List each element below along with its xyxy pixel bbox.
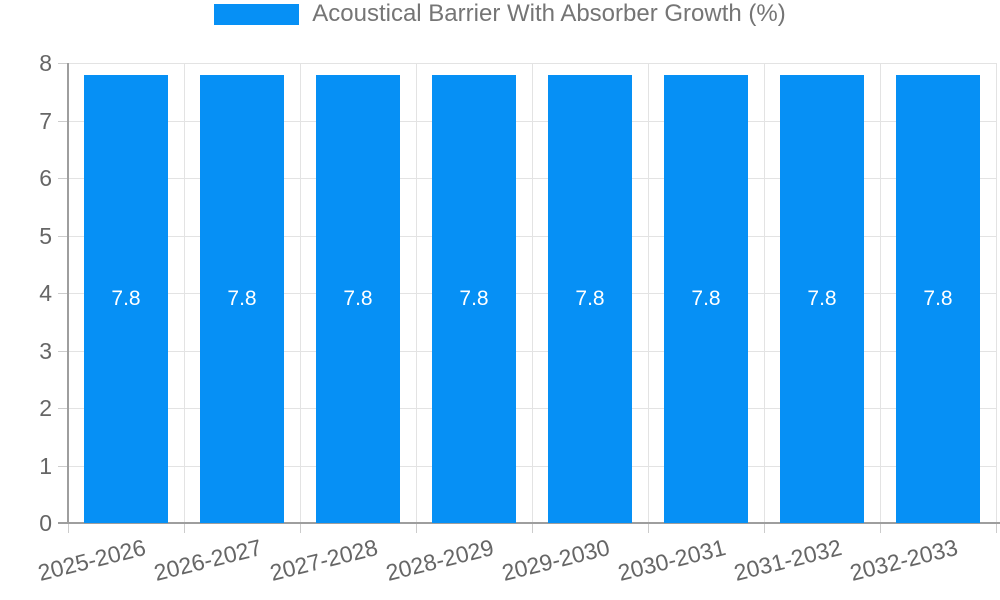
x-axis-tick-label: 2026-2027	[151, 534, 265, 586]
bar-value-label: 7.8	[343, 286, 373, 310]
x-axis-tick	[416, 523, 417, 533]
y-axis-tick	[58, 178, 68, 179]
y-axis-tick-label: 2	[39, 395, 52, 421]
x-axis-tick	[68, 523, 69, 533]
y-axis-tick	[58, 408, 68, 409]
x-axis-tick-label: 2027-2028	[267, 534, 381, 586]
x-axis-tick	[880, 523, 881, 533]
x-axis-line	[58, 522, 1000, 524]
y-axis-tick	[58, 465, 68, 467]
x-axis-tick-label: 2031-2032	[731, 534, 845, 586]
y-axis-tick	[58, 350, 68, 352]
x-gridline	[300, 63, 301, 523]
x-axis-tick	[764, 523, 765, 533]
legend: Acoustical Barrier With Absorber Growth …	[0, 0, 1000, 28]
y-axis-tick-label: 1	[39, 452, 52, 479]
bar-value-label: 7.8	[459, 286, 489, 310]
y-axis-line	[67, 63, 69, 523]
bar-value-label: 7.8	[807, 286, 837, 310]
x-axis-tick	[532, 523, 533, 533]
bar-value-label: 7.8	[111, 286, 141, 310]
x-axis-tick-label: 2030-2031	[615, 534, 729, 586]
bar: 7.8	[664, 74, 748, 523]
y-axis-tick-label: 3	[39, 337, 52, 364]
y-axis-tick-label: 6	[39, 165, 52, 191]
y-axis-tick-label: 8	[39, 50, 52, 76]
bar-value-label: 7.8	[227, 286, 257, 310]
x-axis-tick	[300, 523, 301, 533]
bar: 7.8	[896, 74, 980, 523]
x-axis-tick-label: 2029-2030	[499, 534, 613, 586]
bar: 7.8	[780, 74, 864, 523]
bar-value-label: 7.8	[575, 286, 605, 310]
legend-label[interactable]: Acoustical Barrier With Absorber Growth …	[312, 0, 786, 27]
bar-value-label: 7.8	[691, 286, 721, 310]
x-axis-tick	[184, 523, 185, 533]
x-axis-tick	[648, 523, 649, 533]
x-gridline	[648, 63, 649, 523]
y-axis-tick-label: 7	[39, 107, 52, 134]
x-axis-tick-label: 2025-2026	[35, 534, 149, 586]
y-axis-tick	[58, 293, 68, 294]
y-axis-tick	[58, 235, 68, 237]
y-axis-tick	[58, 63, 68, 64]
x-axis-tick-label: 2032-2033	[847, 534, 961, 586]
bar: 7.8	[548, 74, 632, 523]
x-gridline	[184, 63, 185, 523]
y-axis-tick-label: 5	[39, 222, 52, 249]
x-gridline	[532, 63, 533, 523]
bar: 7.8	[84, 74, 168, 523]
x-axis-tick	[996, 523, 997, 533]
legend-swatch[interactable]	[214, 3, 300, 25]
x-gridline	[416, 63, 417, 523]
bar-value-label: 7.8	[923, 286, 953, 310]
x-gridline	[996, 63, 997, 523]
x-gridline	[880, 63, 881, 523]
x-gridline	[764, 63, 765, 523]
bar: 7.8	[200, 74, 284, 523]
bar: 7.8	[432, 74, 516, 523]
y-axis-tick-label: 4	[39, 280, 52, 306]
bar: 7.8	[316, 74, 400, 523]
y-axis-tick-label: 0	[39, 510, 52, 536]
x-axis-tick-label: 2028-2029	[383, 534, 497, 586]
y-axis-tick	[58, 120, 68, 122]
